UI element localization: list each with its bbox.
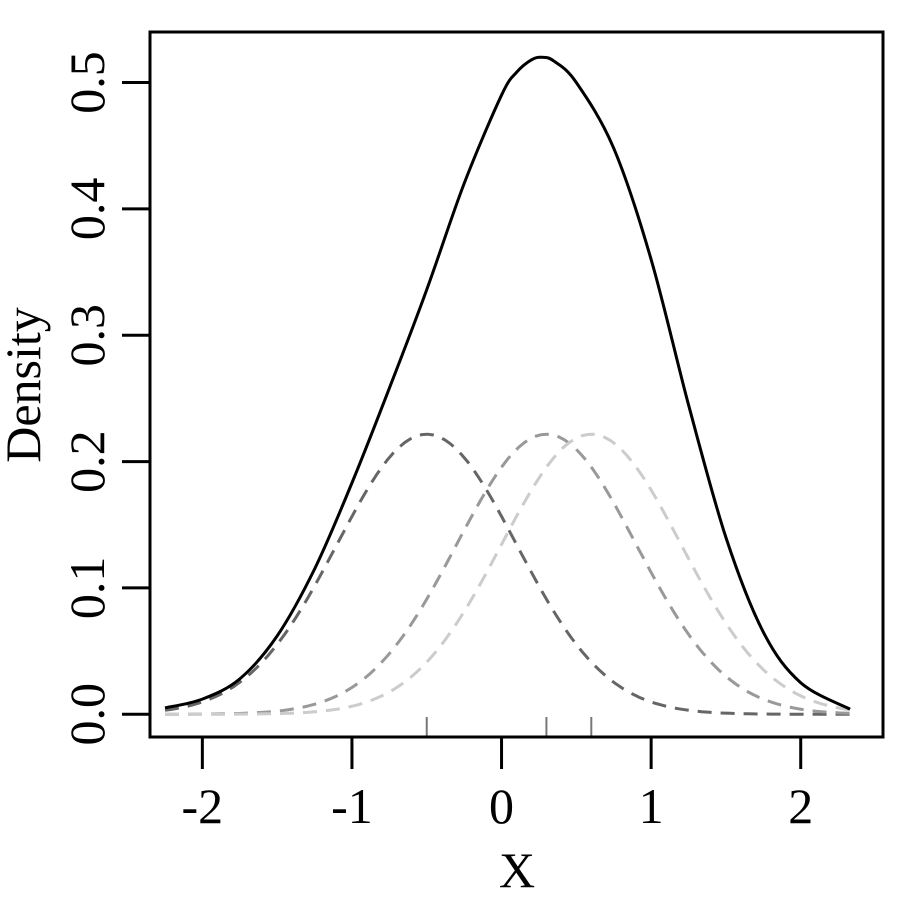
density-curve-component-1	[164, 432, 851, 716]
x-axis: -2 -1 0 1 2	[182, 735, 813, 834]
y-axis-title: Density	[0, 307, 51, 463]
plot-frame	[148, 30, 885, 739]
density-curve-component-2	[165, 432, 851, 716]
y-tick-label-0: 0.0	[59, 683, 115, 746]
x-axis-title: X	[499, 842, 535, 898]
y-tick-label-5: 0.5	[59, 51, 115, 114]
x-tick-label-0: -2	[182, 778, 224, 834]
x-tick-label-3: 1	[639, 778, 664, 834]
y-tick-label-4: 0.4	[59, 178, 115, 241]
x-tick-label-1: -1	[331, 778, 373, 834]
y-tick-label-3: 0.3	[59, 304, 115, 367]
x-tick-label-4: 2	[788, 778, 813, 834]
x-tick-label-2: 0	[489, 778, 514, 834]
y-tick-label-2: 0.2	[59, 430, 115, 493]
rug-layer	[425, 717, 593, 737]
density-curve-component-3	[165, 432, 851, 716]
series-layer	[164, 55, 851, 716]
y-tick-label-1: 0.1	[59, 557, 115, 620]
density-curve-total	[164, 55, 851, 711]
y-axis: 0.0 0.1 0.2 0.3 0.4 0.5	[59, 51, 152, 746]
